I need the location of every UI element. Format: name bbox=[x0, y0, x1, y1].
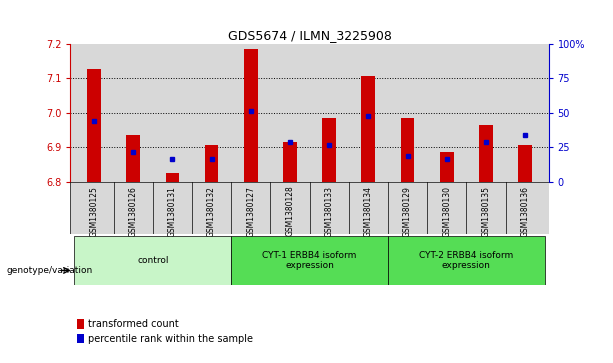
Bar bbox=[388, 236, 545, 285]
Bar bbox=[362, 76, 375, 182]
Text: GSM1380127: GSM1380127 bbox=[246, 186, 255, 237]
Text: CYT-1 ERBB4 isoform
expression: CYT-1 ERBB4 isoform expression bbox=[262, 251, 357, 270]
Bar bbox=[401, 118, 414, 182]
Text: control: control bbox=[137, 256, 169, 265]
Text: CYT-2 ERBB4 isoform
expression: CYT-2 ERBB4 isoform expression bbox=[419, 251, 514, 270]
Text: percentile rank within the sample: percentile rank within the sample bbox=[88, 334, 253, 344]
Text: GSM1380131: GSM1380131 bbox=[168, 186, 177, 237]
Text: genotype/variation: genotype/variation bbox=[6, 266, 93, 275]
Bar bbox=[231, 236, 388, 285]
Text: GSM1380132: GSM1380132 bbox=[207, 186, 216, 237]
Bar bbox=[479, 125, 493, 182]
Bar bbox=[166, 173, 179, 182]
Text: GSM1380125: GSM1380125 bbox=[89, 186, 99, 237]
Text: transformed count: transformed count bbox=[88, 319, 178, 329]
Bar bbox=[283, 142, 297, 182]
Text: GSM1380126: GSM1380126 bbox=[129, 186, 138, 237]
Text: GSM1380134: GSM1380134 bbox=[364, 186, 373, 237]
Text: GSM1380130: GSM1380130 bbox=[442, 186, 451, 237]
Bar bbox=[74, 236, 231, 285]
Text: GSM1380129: GSM1380129 bbox=[403, 186, 412, 237]
Bar bbox=[322, 118, 336, 182]
Text: GSM1380128: GSM1380128 bbox=[286, 186, 294, 236]
Text: GSM1380136: GSM1380136 bbox=[520, 186, 530, 237]
Bar bbox=[205, 145, 218, 182]
Title: GDS5674 / ILMN_3225908: GDS5674 / ILMN_3225908 bbox=[227, 29, 392, 42]
Bar bbox=[244, 49, 257, 182]
Bar bbox=[87, 69, 101, 182]
Bar bbox=[126, 135, 140, 182]
Text: GSM1380135: GSM1380135 bbox=[481, 186, 490, 237]
Bar bbox=[518, 145, 532, 182]
Bar bbox=[440, 152, 454, 182]
Text: GSM1380133: GSM1380133 bbox=[325, 186, 333, 237]
